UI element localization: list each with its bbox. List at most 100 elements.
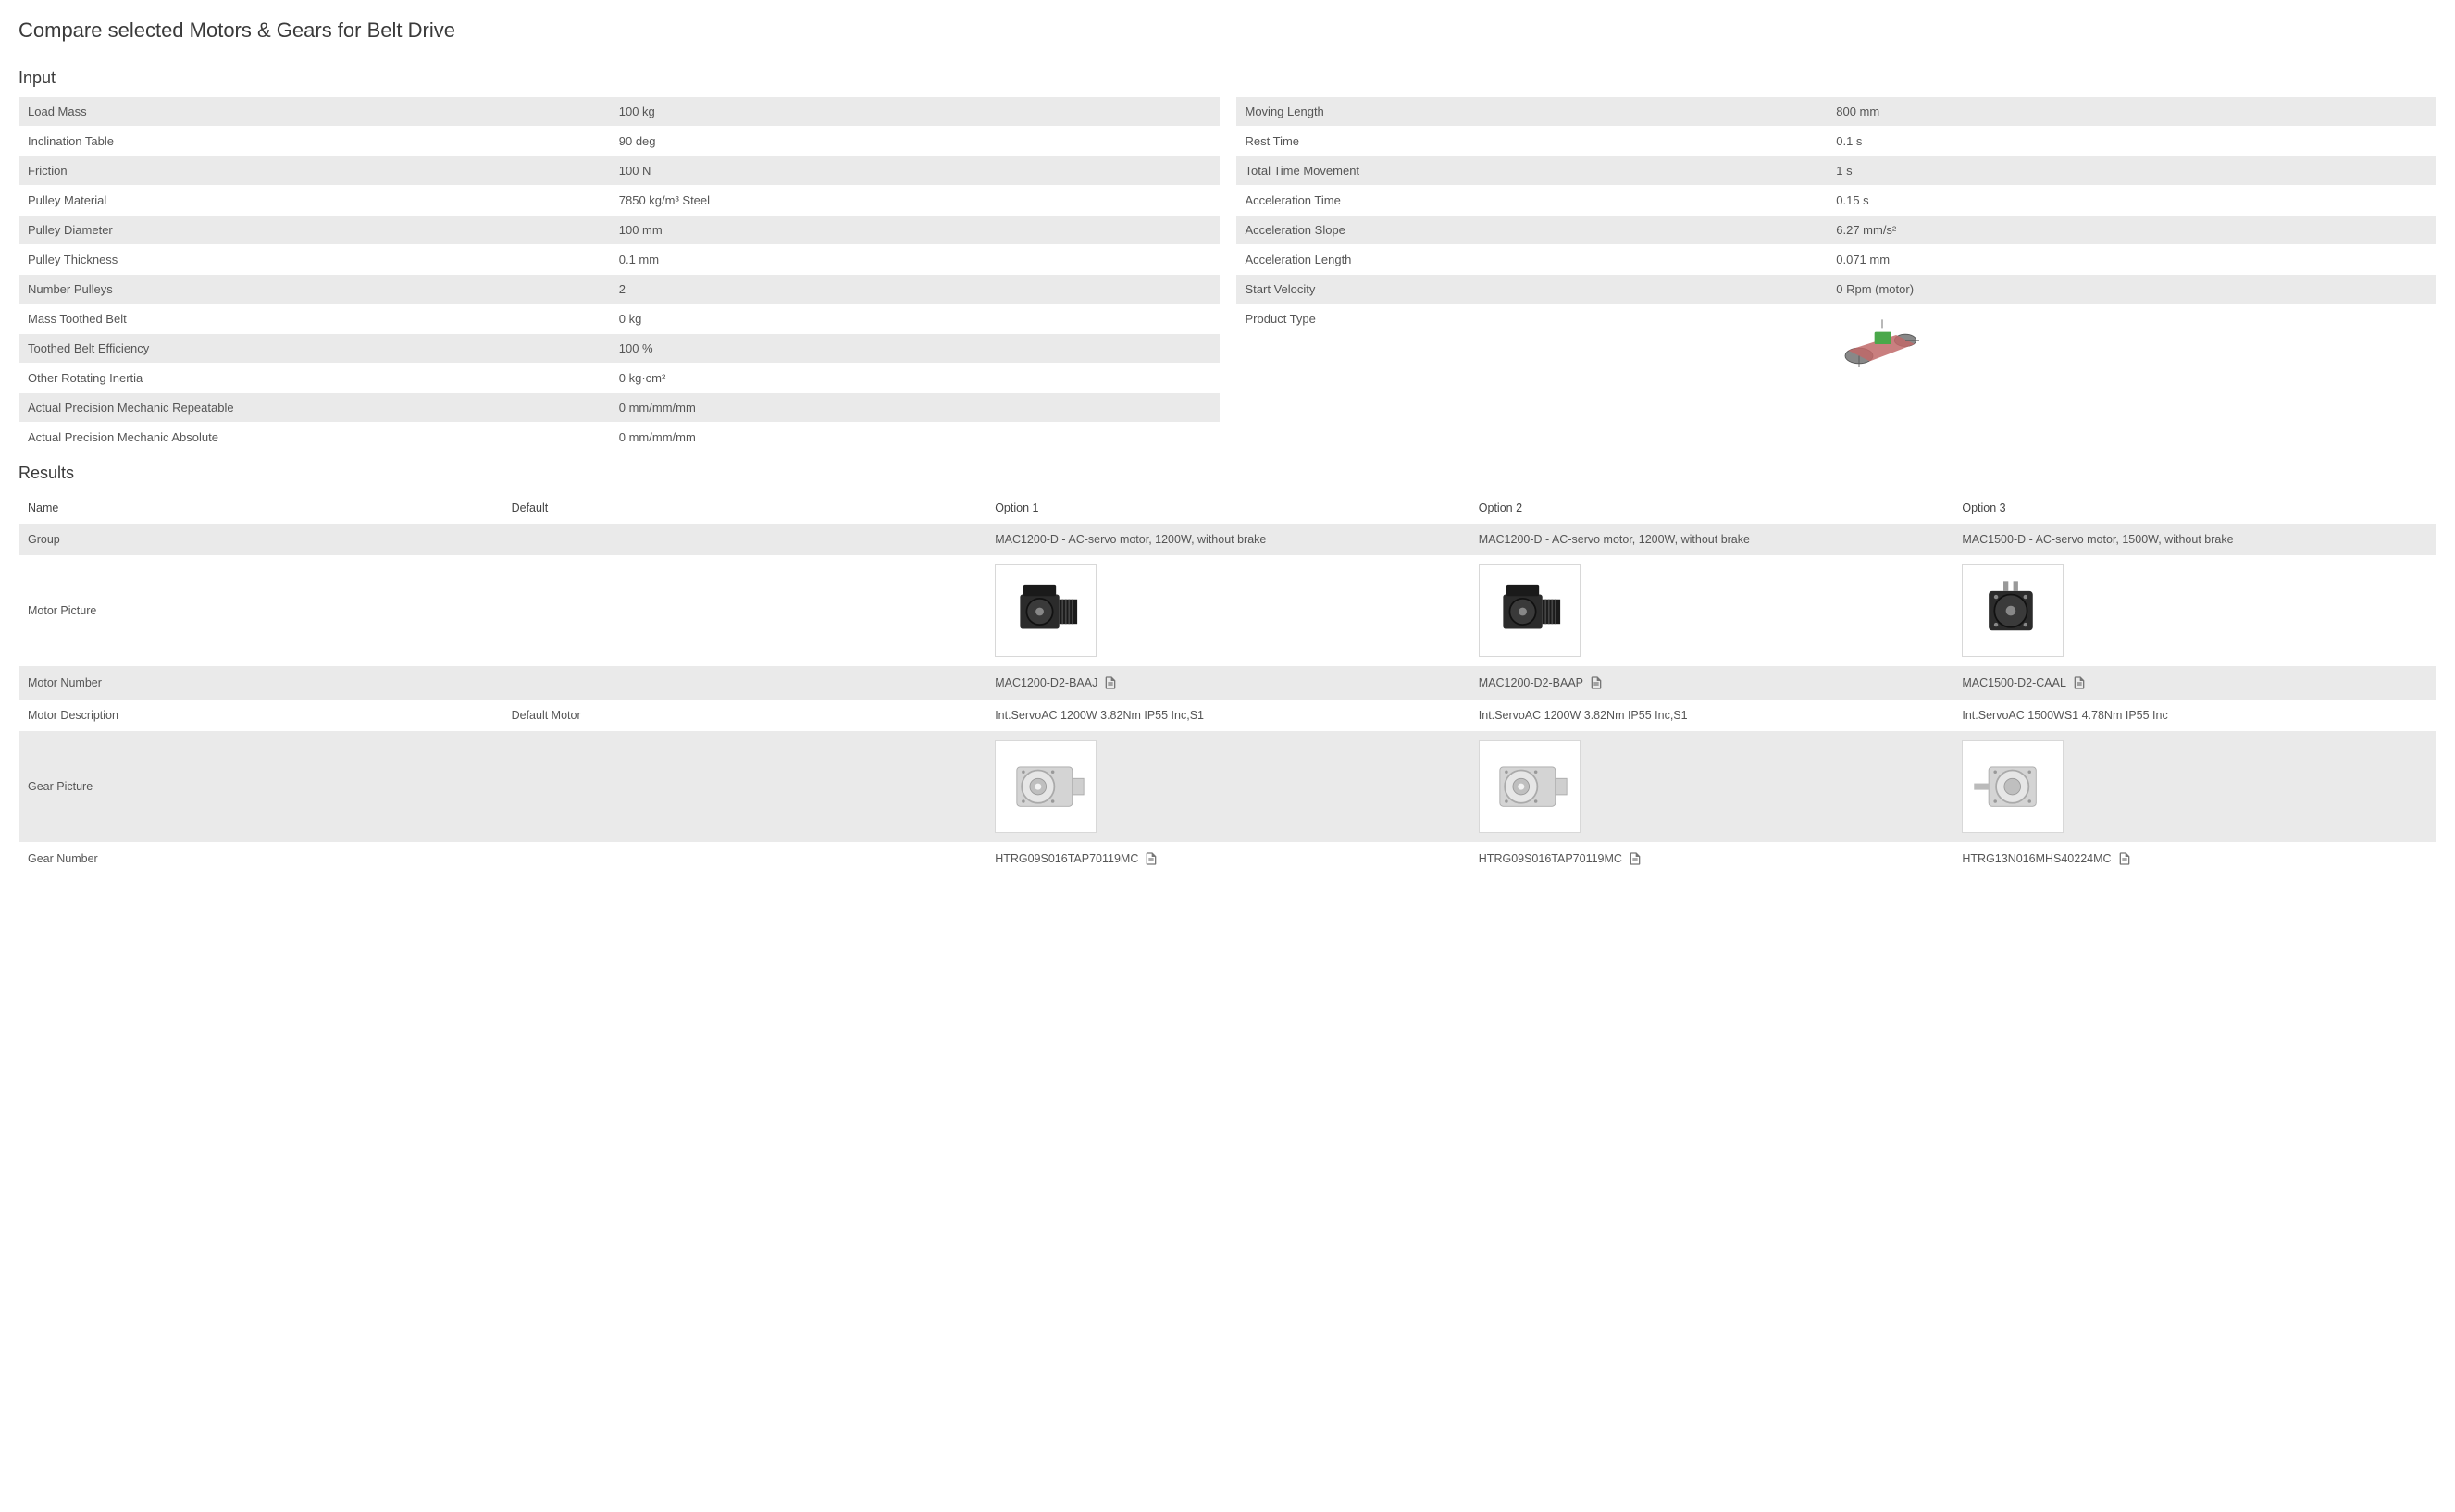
row-option-1: MAC1200-D2-BAAJ <box>986 666 1469 700</box>
input-value: 0 mm/mm/mm <box>619 430 1210 444</box>
row-name: Motor Picture <box>19 555 502 666</box>
results-row: Gear Picture <box>19 731 2436 842</box>
document-icon[interactable] <box>2117 851 2132 866</box>
row-option-3: MAC1500-D2-CAAL <box>1953 666 2436 700</box>
input-grid: Load Mass100 kg Inclination Table90 deg Fr… <box>19 97 2436 452</box>
input-row: Mass Toothed Belt0 kg <box>19 304 1220 334</box>
part-number-text: HTRG09S016TAP70119MC <box>995 852 1138 865</box>
input-value: 0 kg <box>619 312 1210 326</box>
row-default <box>502 555 986 666</box>
row-default: Default Motor <box>502 700 986 731</box>
col-name-header: Name <box>19 492 502 524</box>
row-option-1 <box>986 555 1469 666</box>
input-value: 0.071 mm <box>1836 253 2427 266</box>
col-opt2-header: Option 2 <box>1469 492 1953 524</box>
document-icon[interactable] <box>1144 851 1159 866</box>
input-label: Pulley Diameter <box>28 223 619 237</box>
results-row: Group MAC1200-D - AC-servo motor, 1200W, … <box>19 524 2436 555</box>
input-label: Mass Toothed Belt <box>28 312 619 326</box>
input-value: 100 % <box>619 341 1210 355</box>
row-option-1 <box>986 731 1469 842</box>
document-icon[interactable] <box>1589 675 1604 690</box>
input-label: Inclination Table <box>28 134 619 148</box>
document-icon[interactable] <box>1103 675 1118 690</box>
results-header-row: Name Default Option 1 Option 2 Option 3 <box>19 492 2436 524</box>
col-default-header: Default <box>502 492 986 524</box>
part-number: MAC1200-D2-BAAP <box>1479 675 1604 690</box>
input-label: Actual Precision Mechanic Repeatable <box>28 401 619 415</box>
results-row: Gear NumberHTRG09S016TAP70119MCHTRG09S01… <box>19 842 2436 875</box>
row-option-2: MAC1200-D2-BAAP <box>1469 666 1953 700</box>
input-col-left: Load Mass100 kg Inclination Table90 deg Fr… <box>19 97 1220 452</box>
input-label: Total Time Movement <box>1246 164 1837 178</box>
gear-picture <box>1962 740 2064 833</box>
part-number-text: MAC1200-D2-BAAJ <box>995 676 1097 689</box>
input-label: Product Type <box>1246 312 1837 377</box>
motor-picture <box>995 564 1097 657</box>
results-row: Motor DescriptionDefault MotorInt.ServoA… <box>19 700 2436 731</box>
part-number-text: HTRG09S016TAP70119MC <box>1479 852 1622 865</box>
input-row: Moving Length800 mm <box>1236 97 2437 127</box>
document-icon[interactable] <box>1628 851 1643 866</box>
part-number: HTRG09S016TAP70119MC <box>1479 851 1643 866</box>
input-row: Toothed Belt Efficiency100 % <box>19 334 1220 364</box>
row-option-3: Int.ServoAC 1500WS1 4.78Nm IP55 Inc <box>1953 700 2436 731</box>
input-row: Load Mass100 kg <box>19 97 1220 127</box>
input-row: Number Pulleys2 <box>19 275 1220 304</box>
row-option-2 <box>1469 731 1953 842</box>
input-section-title: Input <box>19 68 2436 88</box>
motor-picture <box>1479 564 1581 657</box>
part-number: HTRG09S016TAP70119MC <box>995 851 1159 866</box>
row-name: Motor Number <box>19 666 502 700</box>
input-row: Actual Precision Mechanic Absolute0 mm/m… <box>19 423 1220 452</box>
input-value: 0.1 mm <box>619 253 1210 266</box>
col-opt3-header: Option 3 <box>1953 492 2436 524</box>
document-icon[interactable] <box>2072 675 2087 690</box>
motor-picture <box>1962 564 2064 657</box>
input-row: Start Velocity0 Rpm (motor) <box>1236 275 2437 304</box>
input-label: Acceleration Length <box>1246 253 1837 266</box>
input-label: Acceleration Time <box>1246 193 1837 207</box>
part-number: MAC1500-D2-CAAL <box>1962 675 2087 690</box>
gear-picture <box>1479 740 1581 833</box>
input-value: 100 kg <box>619 105 1210 118</box>
row-name: Motor Description <box>19 700 502 731</box>
row-option-3: MAC1500-D - AC-servo motor, 1500W, witho… <box>1953 524 2436 555</box>
input-row: Other Rotating Inertia0 kg·cm² <box>19 364 1220 393</box>
row-option-1: Int.ServoAC 1200W 3.82Nm IP55 Inc,S1 <box>986 700 1469 731</box>
row-option-3: HTRG13N016MHS40224MC <box>1953 842 2436 875</box>
input-label: Start Velocity <box>1246 282 1837 296</box>
input-label: Other Rotating Inertia <box>28 371 619 385</box>
input-value: 7850 kg/m³ Steel <box>619 193 1210 207</box>
row-name: Group <box>19 524 502 555</box>
input-label: Load Mass <box>28 105 619 118</box>
part-number-text: HTRG13N016MHS40224MC <box>1962 852 2111 865</box>
input-value: 0 mm/mm/mm <box>619 401 1210 415</box>
input-label: Moving Length <box>1246 105 1837 118</box>
input-row: Acceleration Time0.15 s <box>1236 186 2437 216</box>
input-label: Number Pulleys <box>28 282 619 296</box>
row-option-3 <box>1953 555 2436 666</box>
part-number-text: MAC1200-D2-BAAP <box>1479 676 1583 689</box>
row-default <box>502 731 986 842</box>
input-value: 1 s <box>1836 164 2427 178</box>
input-row: Pulley Material7850 kg/m³ Steel <box>19 186 1220 216</box>
input-value: 0 Rpm (motor) <box>1836 282 2427 296</box>
row-option-3 <box>1953 731 2436 842</box>
page-title: Compare selected Motors & Gears for Belt… <box>19 19 2436 43</box>
row-option-2: HTRG09S016TAP70119MC <box>1469 842 1953 875</box>
results-table: Name Default Option 1 Option 2 Option 3 … <box>19 492 2436 875</box>
input-row: Pulley Thickness0.1 mm <box>19 245 1220 275</box>
input-value: 2 <box>619 282 1210 296</box>
results-row: Motor Number MAC1200-D2-BAAJ MAC1200-D2-BA… <box>19 666 2436 700</box>
input-label: Pulley Thickness <box>28 253 619 266</box>
input-row: Friction100 N <box>19 156 1220 186</box>
input-row: Total Time Movement1 s <box>1236 156 2437 186</box>
input-row: Actual Precision Mechanic Repeatable0 mm… <box>19 393 1220 423</box>
row-default <box>502 666 986 700</box>
row-option-2: MAC1200-D - AC-servo motor, 1200W, witho… <box>1469 524 1953 555</box>
input-value: 100 N <box>619 164 1210 178</box>
input-value: 90 deg <box>619 134 1210 148</box>
input-value: 0 kg·cm² <box>619 371 1210 385</box>
results-row: Motor Picture <box>19 555 2436 666</box>
